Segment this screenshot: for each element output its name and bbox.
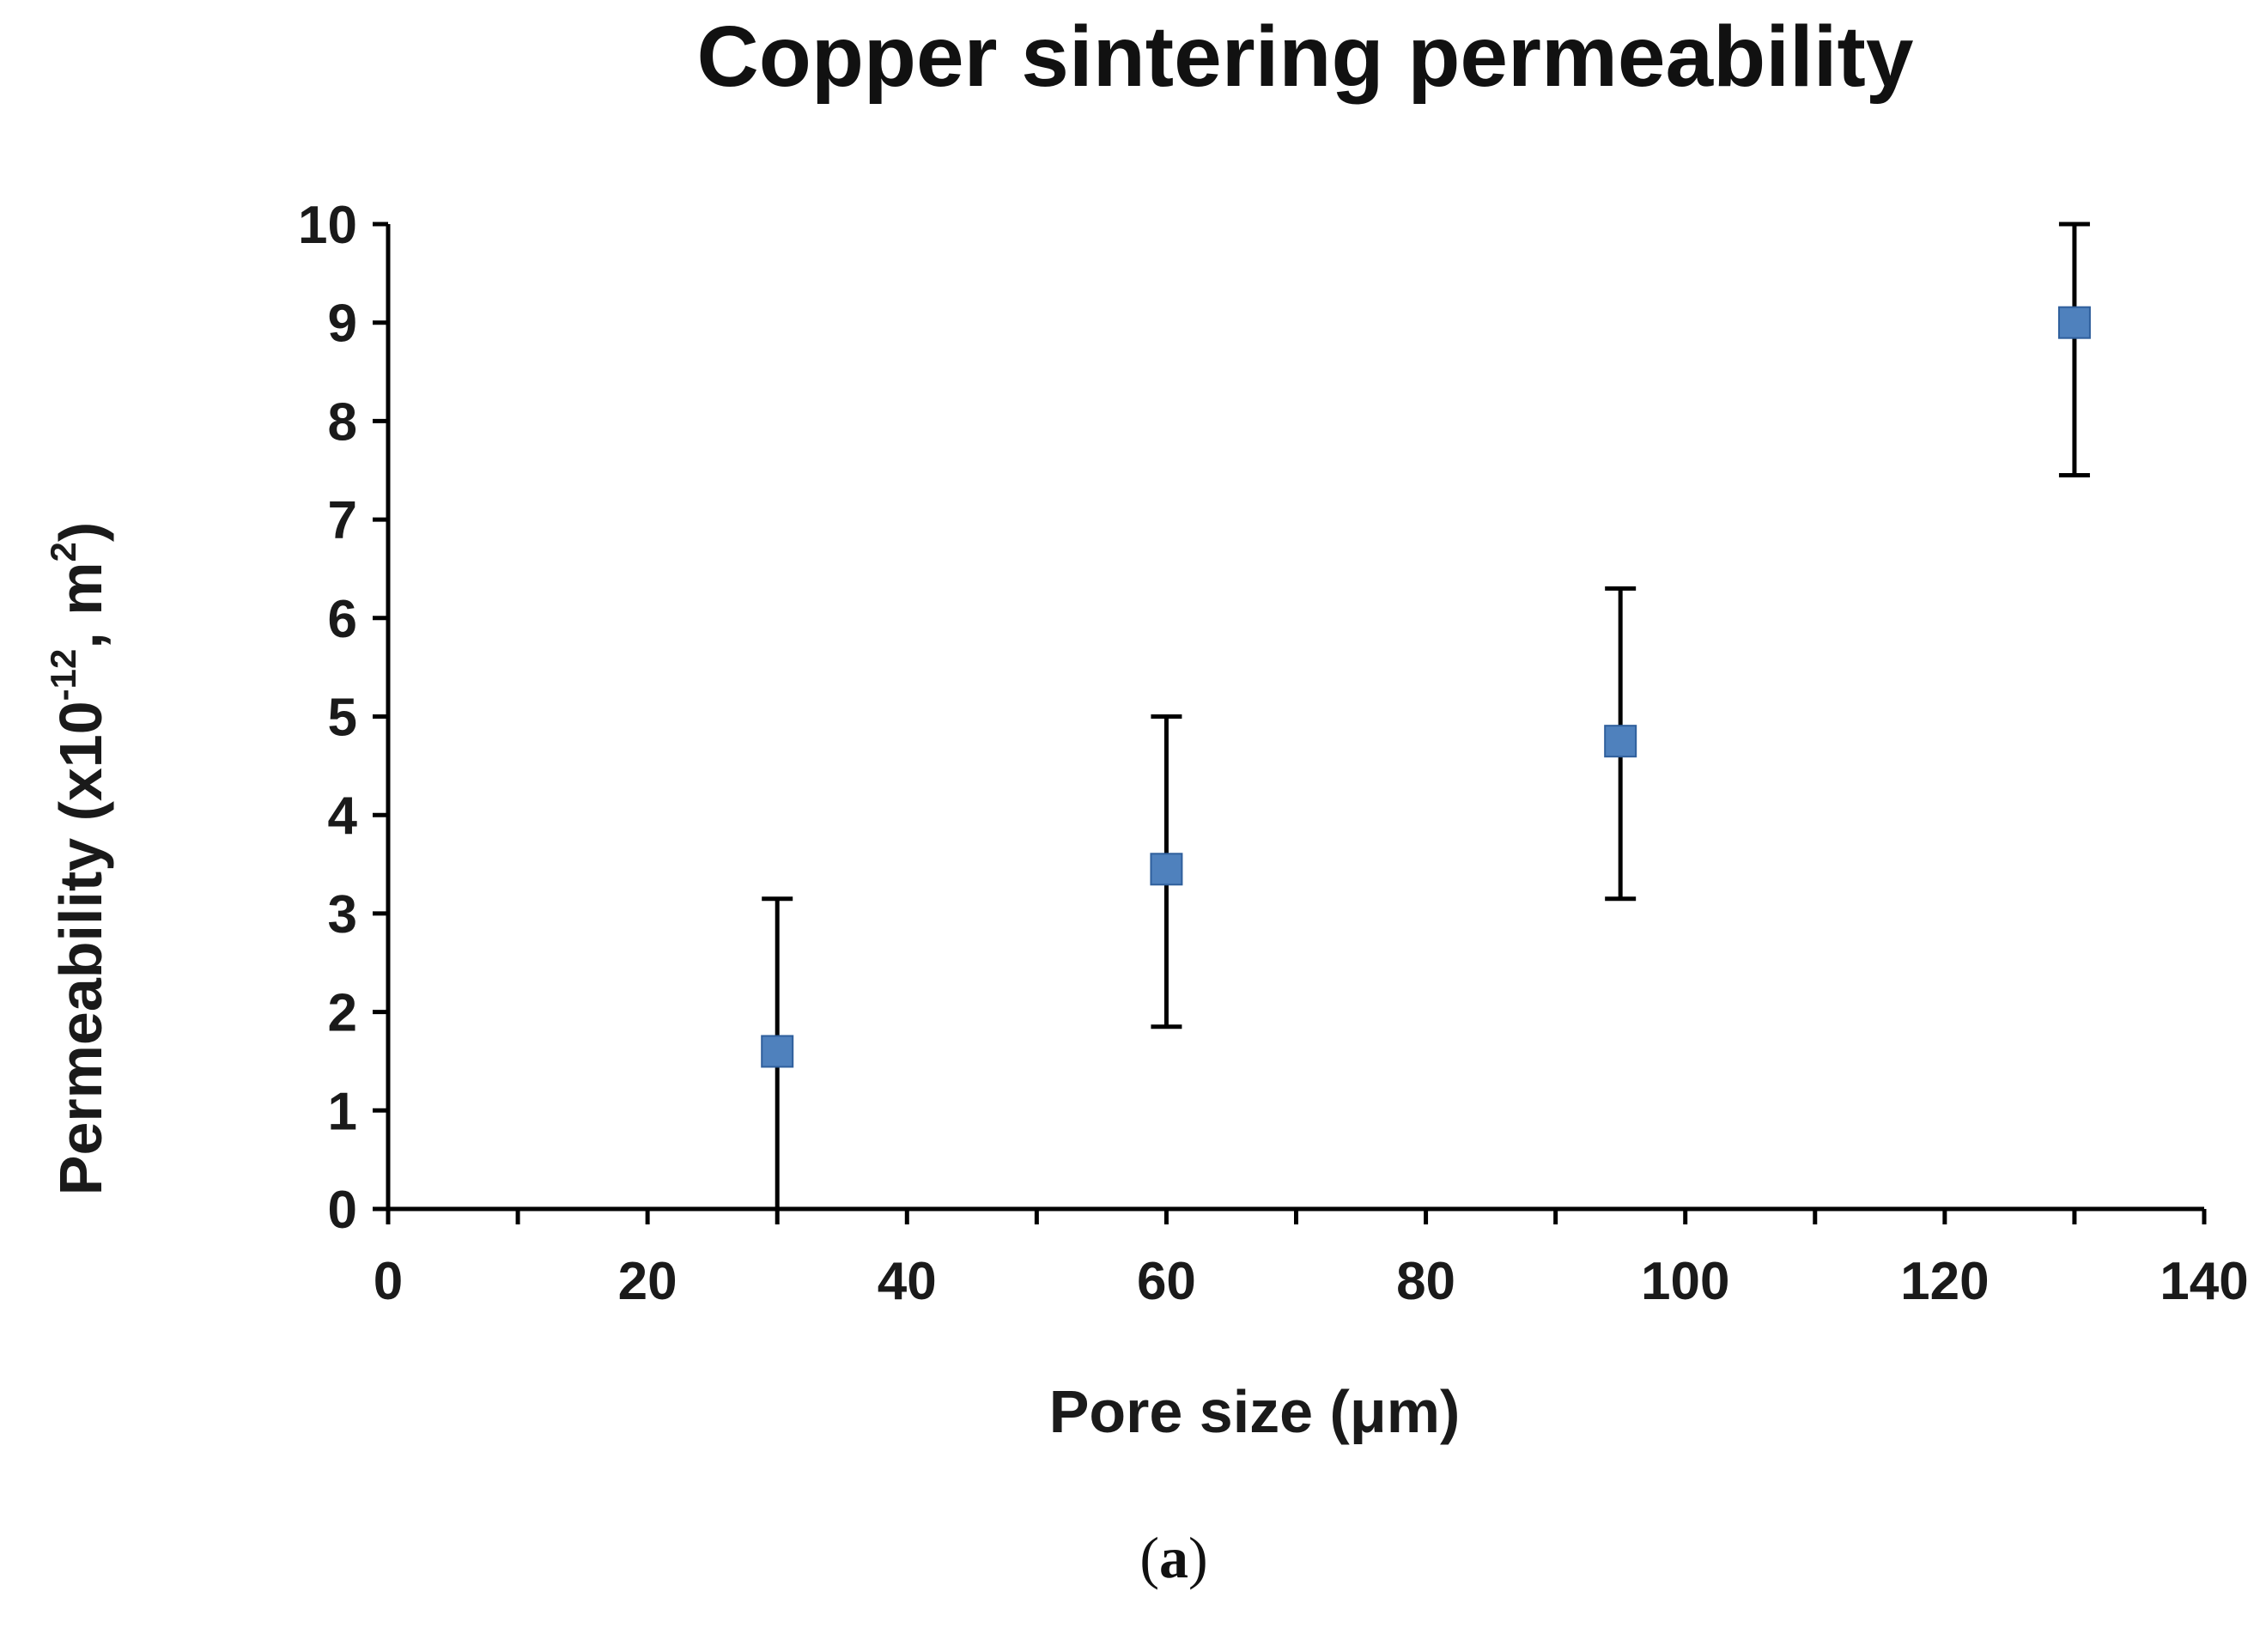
- data-point: [2057, 306, 2091, 339]
- y-tick-label: 5: [328, 689, 357, 748]
- y-tick-labels: 0 1 2 3 4 5 6 7 8 9 10: [298, 196, 357, 1240]
- y-tick-label: 2: [328, 984, 357, 1043]
- x-tick-label: 80: [1396, 1252, 1455, 1311]
- x-ticks: [386, 1209, 2207, 1224]
- x-axis-title: Pore size (μm): [1049, 1378, 1461, 1445]
- x-tick-label: 60: [1137, 1252, 1196, 1311]
- x-tick-label: 120: [1900, 1252, 1989, 1311]
- y-axis-title: Permeability (x10-12, m2): [43, 522, 114, 1195]
- data-point: [1604, 725, 1637, 758]
- y-axis-title-end: ): [47, 522, 114, 542]
- y-tick-label: 10: [298, 196, 357, 255]
- y-tick-label: 3: [328, 885, 357, 944]
- y-tick-label: 6: [328, 590, 357, 649]
- data-markers: [761, 306, 2091, 1068]
- panel-label: (a): [1139, 1525, 1207, 1590]
- error-bars: [762, 222, 2090, 1209]
- y-axis-title-mid: , m: [47, 562, 114, 648]
- y-tick-label: 1: [328, 1082, 357, 1141]
- y-ticks: [373, 222, 388, 1212]
- panel-label-open: (: [1139, 1525, 1159, 1590]
- x-tick-label: 20: [618, 1252, 677, 1311]
- chart-title: Copper sintering permeability: [697, 9, 1914, 105]
- y-tick-label: 8: [328, 392, 357, 452]
- data-point: [1150, 853, 1183, 886]
- y-axis-title-main: Permeability (x10: [47, 701, 114, 1195]
- panel-label-letter: a: [1159, 1525, 1188, 1590]
- data-point: [761, 1035, 794, 1068]
- x-tick-labels: 0 20 40 60 80 100 120 140: [374, 1252, 2249, 1311]
- y-axis-title-sup2: 2: [43, 542, 83, 562]
- x-tick-label: 100: [1641, 1252, 1729, 1311]
- y-tick-label: 7: [328, 491, 357, 550]
- y-tick-label: 4: [328, 787, 358, 846]
- x-tick-label: 40: [878, 1252, 937, 1311]
- panel-label-close: ): [1188, 1525, 1208, 1590]
- y-tick-label: 0: [328, 1181, 357, 1240]
- x-tick-label: 140: [2160, 1252, 2248, 1311]
- y-tick-label: 9: [328, 295, 357, 354]
- x-tick-label: 0: [374, 1252, 403, 1311]
- y-axis-title-sup1: -12: [43, 649, 83, 701]
